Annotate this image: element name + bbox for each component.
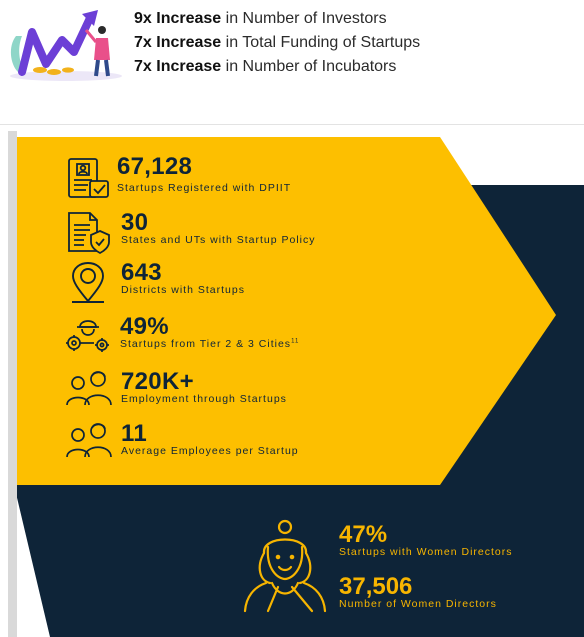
stat-label: Districts with Startups [121, 284, 245, 296]
stat-label: Employment through Startups [121, 393, 287, 405]
stat-value: 643 [121, 259, 162, 286]
women-stat-value: 37,506 [339, 573, 413, 600]
stat-value: 30 [121, 209, 149, 236]
women-stat-label: Startups with Women Directors [339, 546, 513, 558]
stat-value: 49% [120, 313, 169, 340]
increase-text: in Number of Incubators [221, 58, 397, 75]
increase-line-incubators: 7x Increase in Number of Incubators [134, 58, 396, 76]
people-group-icon [66, 371, 112, 406]
increase-text: in Total Funding of Startups [221, 34, 421, 51]
stat-label: Average Employees per Startup [121, 445, 299, 457]
stat-label-text: Startups from Tier 2 & 3 Cities [120, 338, 292, 350]
growth-chart-illustration-icon [10, 10, 122, 81]
people-group-icon [66, 423, 112, 458]
policy-document-icon [68, 212, 110, 255]
startup-ecosystem-infographic: 67,128 Startups Registered with DPIIT 30… [0, 125, 584, 637]
stat-label: States and UTs with Startup Policy [121, 234, 316, 246]
certificate-icon [68, 158, 109, 198]
stat-value: 11 [121, 420, 147, 447]
increase-value: 7x Increase [134, 34, 222, 51]
stat-value: 720K+ [121, 368, 194, 395]
increase-line-investors: 9x Increase in Number of Investors [134, 10, 387, 28]
left-border [8, 131, 17, 637]
footnote-marker: 11 [291, 338, 300, 345]
divider [0, 124, 584, 125]
women-stat-value: 47% [339, 521, 388, 548]
woman-director-icon [243, 519, 327, 613]
infographic-background [14, 137, 584, 637]
increase-text: in Number of Investors [221, 10, 387, 27]
stat-label: Startups Registered with DPIIT [117, 182, 292, 194]
increase-value: 9x Increase [134, 10, 222, 27]
increase-value: 7x Increase [134, 58, 222, 75]
increase-line-funding: 7x Increase in Total Funding of Startups [134, 34, 420, 52]
women-stat-label: Number of Women Directors [339, 598, 497, 610]
worker-gears-icon [66, 320, 109, 352]
growth-summary: 9x Increase in Number of Investors 7x In… [0, 0, 584, 125]
stat-value: 67,128 [117, 153, 193, 180]
stat-label: Startups from Tier 2 & 3 Cities11 [120, 338, 299, 350]
location-pin-icon [72, 262, 104, 303]
